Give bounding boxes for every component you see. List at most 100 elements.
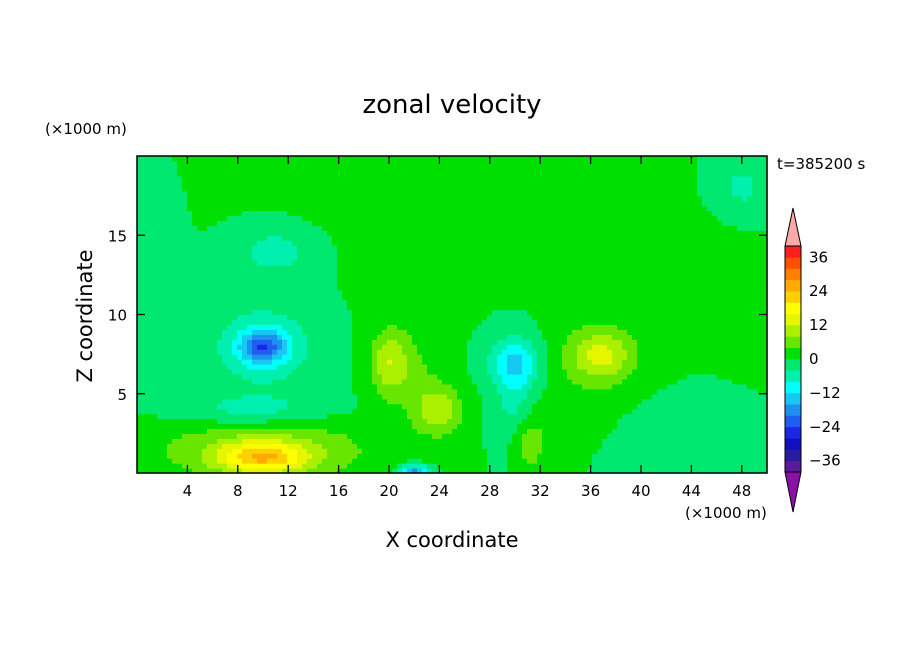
contour-cell xyxy=(512,428,518,434)
contour-cell xyxy=(462,274,468,281)
contour-cell xyxy=(197,344,203,350)
contour-cell xyxy=(477,294,483,301)
contour-cell xyxy=(692,294,698,301)
contour-cell xyxy=(307,413,313,420)
contour-cell xyxy=(252,433,258,439)
contour-cell xyxy=(282,383,288,390)
contour-cell xyxy=(202,299,208,306)
contour-cell xyxy=(662,364,668,370)
contour-cell xyxy=(187,383,193,390)
contour-cell xyxy=(582,368,588,375)
contour-cell xyxy=(762,423,768,430)
contour-cell xyxy=(617,428,623,434)
contour-cell xyxy=(757,364,763,370)
contour-cell xyxy=(267,433,273,439)
contour-cell xyxy=(742,319,748,325)
contour-cell xyxy=(257,339,263,345)
contour-cell xyxy=(252,368,258,375)
contour-cell xyxy=(677,433,683,439)
contour-cell xyxy=(312,448,318,454)
contour-cell xyxy=(272,413,278,420)
contour-cell xyxy=(457,443,463,449)
contour-cell xyxy=(242,319,248,325)
contour-cell xyxy=(377,274,383,281)
contour-cell xyxy=(562,458,568,464)
contour-cell xyxy=(407,383,413,390)
contour-cell xyxy=(442,408,448,415)
contour-cell xyxy=(162,428,168,434)
contour-cell xyxy=(392,284,398,291)
contour-cell xyxy=(182,294,188,301)
contour-cell xyxy=(307,314,313,321)
contour-cell xyxy=(547,433,553,439)
contour-cell xyxy=(412,309,418,316)
contour-cell xyxy=(397,418,403,425)
contour-cell xyxy=(527,418,533,425)
contour-cell xyxy=(207,329,213,335)
contour-cell xyxy=(317,463,323,469)
contour-cell xyxy=(527,373,533,380)
contour-cell xyxy=(457,368,463,375)
contour-cell xyxy=(382,408,388,415)
contour-cell xyxy=(652,443,658,449)
contour-cell xyxy=(377,443,383,449)
contour-cell xyxy=(622,299,628,306)
contour-cell xyxy=(277,324,283,330)
contour-cell xyxy=(422,304,428,311)
contour-cell xyxy=(442,344,448,350)
contour-cell xyxy=(192,463,198,469)
contour-cell xyxy=(662,289,668,296)
contour-cell xyxy=(537,373,543,380)
contour-cell xyxy=(577,339,583,345)
contour-cell xyxy=(422,279,428,286)
contour-cell xyxy=(617,443,623,449)
contour-cell xyxy=(692,359,698,365)
contour-cell xyxy=(677,453,683,459)
contour-cell xyxy=(147,463,153,469)
contour-cell xyxy=(157,274,163,281)
contour-cell xyxy=(342,403,348,410)
contour-cell xyxy=(582,433,588,439)
contour-cell xyxy=(197,423,203,430)
contour-cell xyxy=(392,398,398,405)
contour-cell xyxy=(527,413,533,420)
contour-cell xyxy=(502,413,508,420)
contour-cell xyxy=(427,383,433,390)
contour-cell xyxy=(427,453,433,459)
contour-cell xyxy=(242,443,248,449)
contour-cell xyxy=(142,373,148,380)
contour-cell xyxy=(337,378,343,385)
contour-cell xyxy=(242,413,248,420)
contour-cell xyxy=(162,364,168,370)
contour-cell xyxy=(297,279,303,286)
contour-cell xyxy=(277,453,283,459)
contour-cell xyxy=(317,279,323,286)
contour-cell xyxy=(247,433,253,439)
contour-cell xyxy=(537,284,543,291)
contour-cell xyxy=(172,279,178,286)
contour-cell xyxy=(372,309,378,316)
contour-cell xyxy=(587,378,593,385)
contour-cell xyxy=(602,428,608,434)
contour-cell xyxy=(582,438,588,444)
contour-cell xyxy=(552,388,558,395)
contour-cell xyxy=(647,324,653,330)
contour-cell xyxy=(667,428,673,434)
contour-cell xyxy=(397,383,403,390)
contour-cell xyxy=(512,433,518,439)
contour-cell xyxy=(617,418,623,425)
contour-cell xyxy=(242,398,248,405)
contour-cell xyxy=(437,368,443,375)
contour-cell xyxy=(267,279,273,286)
contour-cell xyxy=(637,468,643,474)
contour-cell xyxy=(287,438,293,444)
contour-cell xyxy=(257,304,263,311)
contour-cell xyxy=(237,423,243,430)
contour-cell xyxy=(257,383,263,390)
contour-cell xyxy=(187,413,193,420)
contour-cell xyxy=(517,383,523,390)
contour-cell xyxy=(722,314,728,321)
contour-cell xyxy=(617,279,623,286)
contour-cell xyxy=(287,329,293,335)
contour-cell xyxy=(602,349,608,355)
